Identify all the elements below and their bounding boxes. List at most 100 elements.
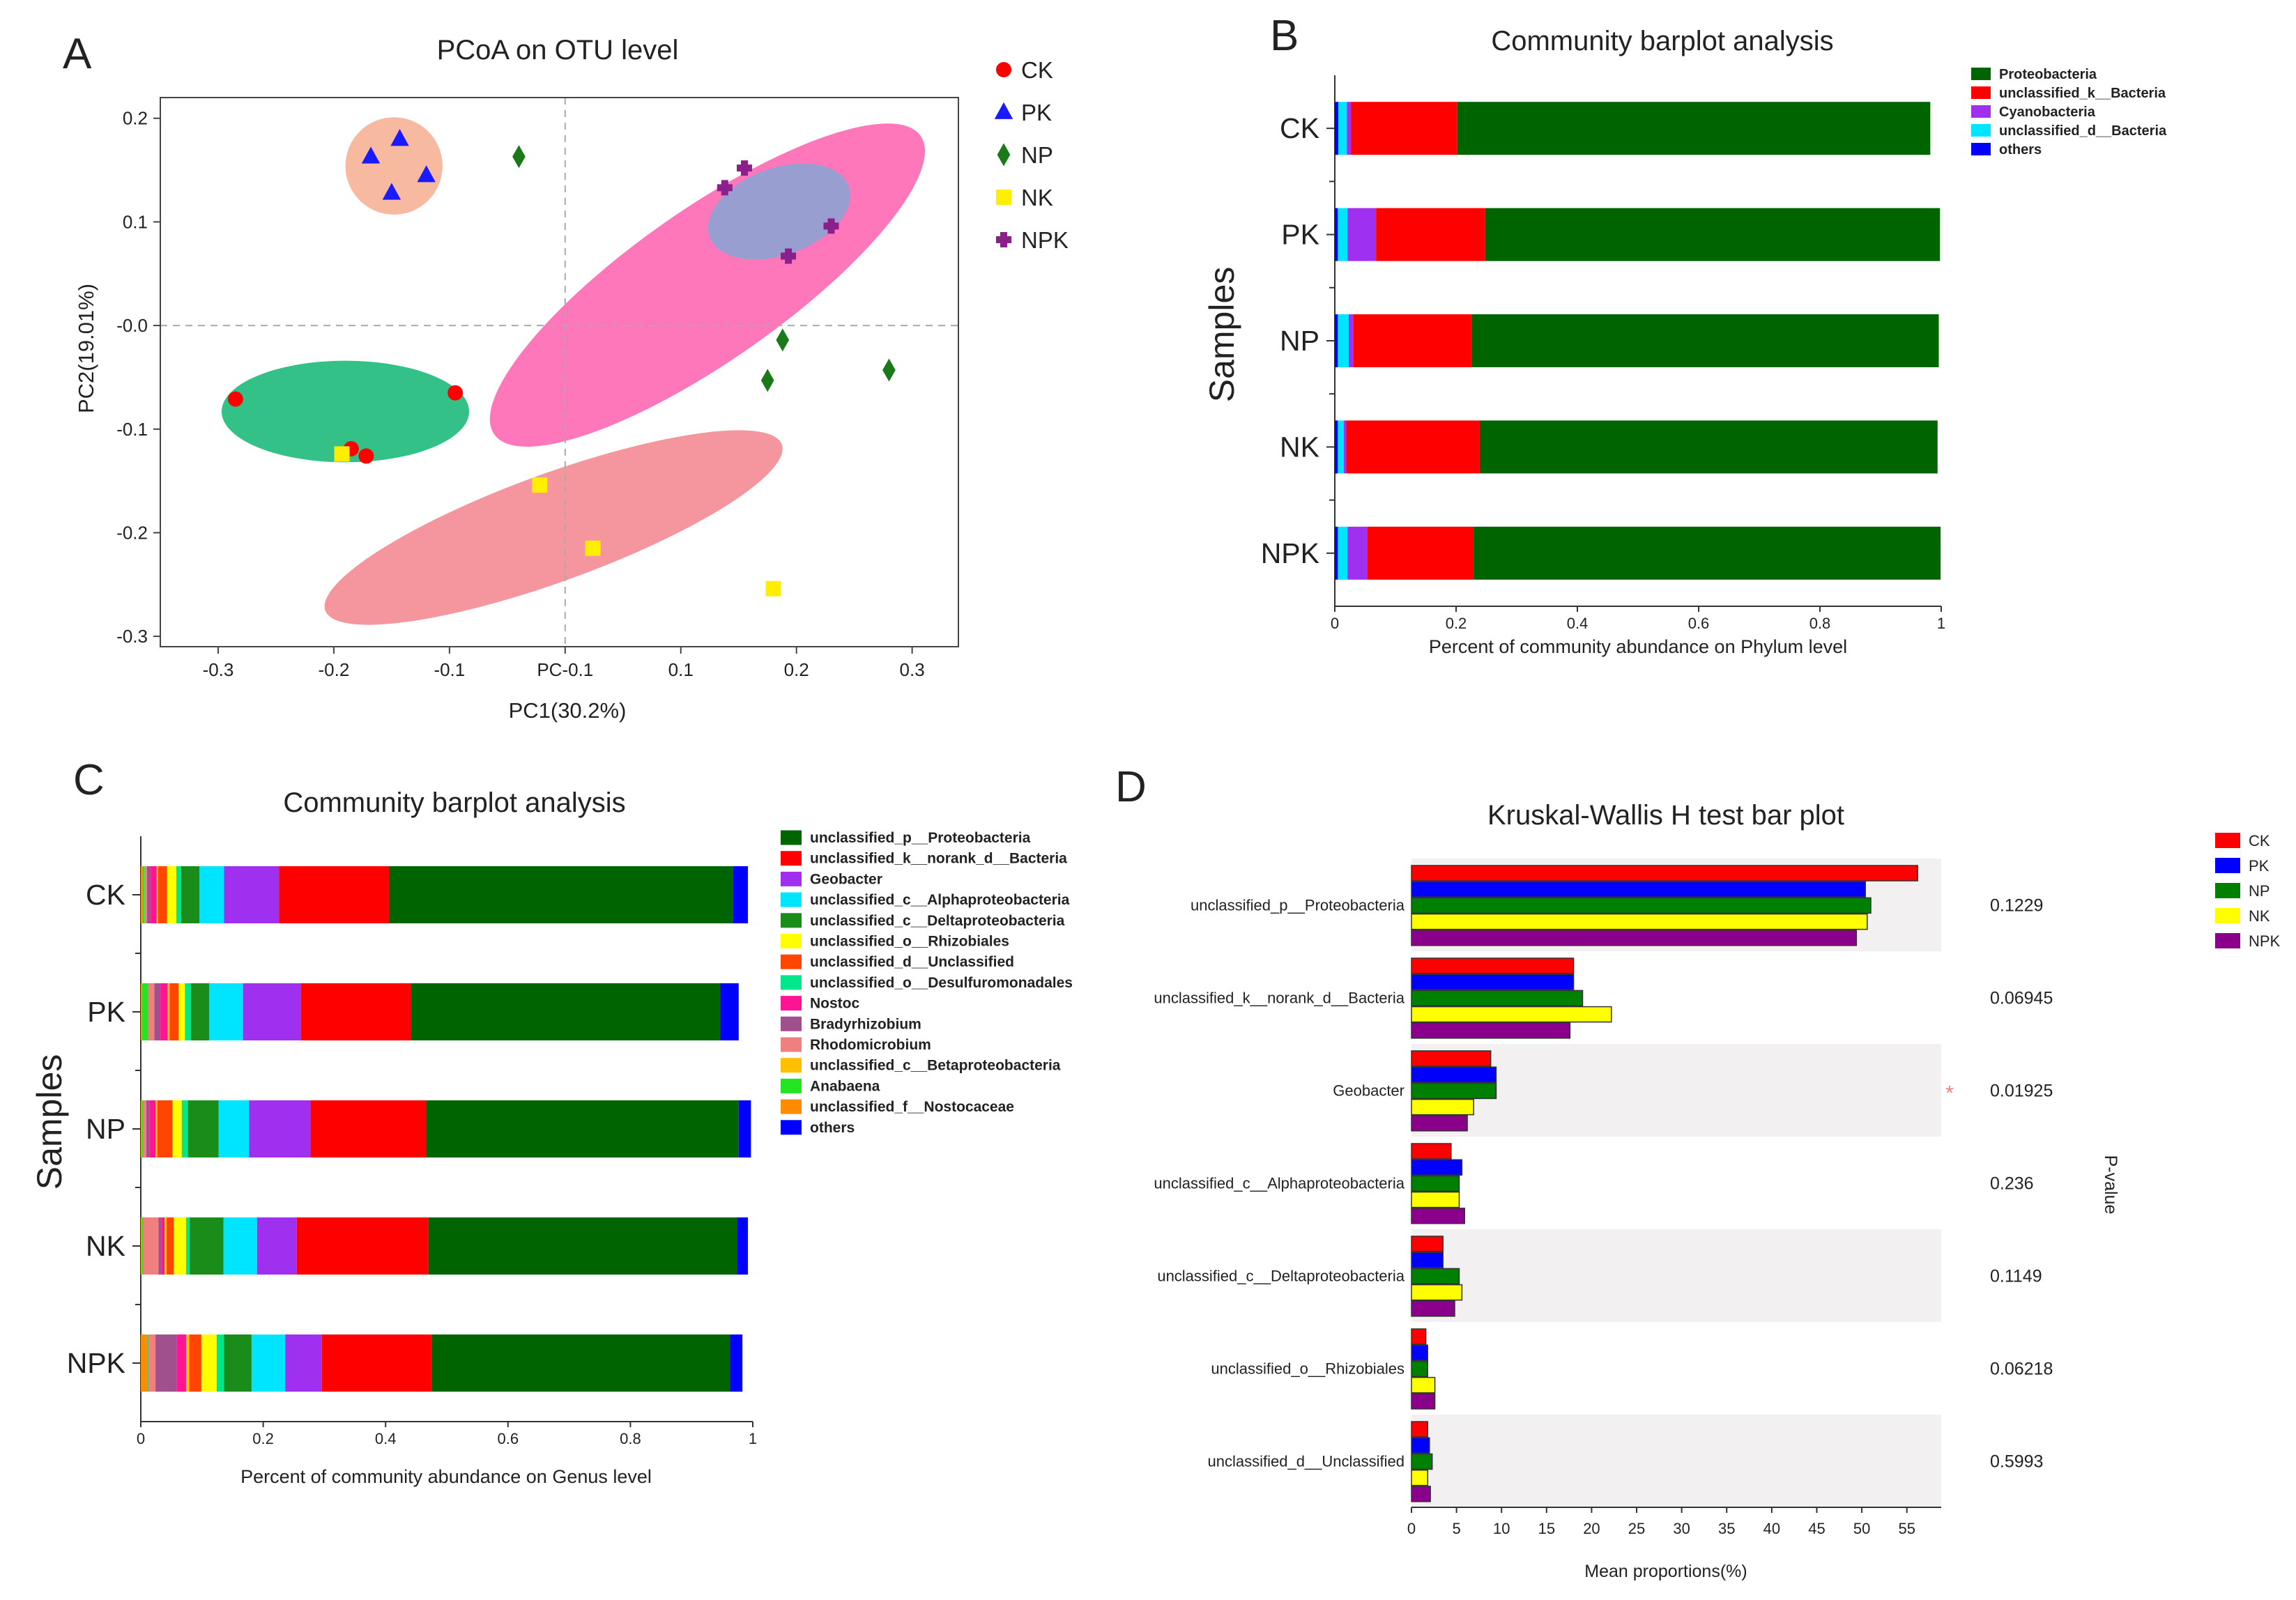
panel-d-kruskal: D Kruskal-Wallis H test bar plot unclass…	[1115, 763, 2281, 1581]
x-tick-label: 50	[1853, 1520, 1870, 1537]
y-tick-label: -0.0	[116, 315, 148, 336]
point-np	[882, 358, 896, 382]
kruskal-bars	[1411, 865, 1918, 1502]
pcoa-plot-frame	[160, 97, 959, 647]
bar-npk-unclassified-c-alphaproteobacteria	[251, 1334, 286, 1392]
panel-a-title: PCoA on OTU level	[437, 35, 679, 66]
bar-ck-unclassified-o-rhizobiales	[167, 866, 176, 923]
x-tick-label: 0	[137, 1430, 145, 1447]
bar-unclassified-c-deltaproteobacteria-npk	[1411, 1300, 1455, 1317]
bar-nk-unclassified-k-norank-d-bacteria	[296, 1217, 429, 1275]
legend-swatch-bradyrhizobium	[781, 1016, 802, 1031]
x-tick-label: 10	[1493, 1520, 1510, 1537]
point-nk	[765, 580, 781, 597]
bar-npk-others	[730, 1334, 743, 1392]
bar-np-cyanobacteria	[1349, 314, 1354, 367]
bar-nk-unclassified-o-rhizobiales	[174, 1217, 186, 1275]
bar-pk-unclassified-c-betaproteobacteria	[167, 983, 170, 1040]
bar-npk-unclassified-c-betaproteobacteria	[185, 1334, 190, 1392]
bar-nk-unclassified-o-desulfuromonadales	[185, 1217, 190, 1275]
legend-label-geobacter: Geobacter	[810, 871, 882, 887]
bar-pk-unclassified-f-nostocaceae	[141, 983, 142, 1040]
point-npk	[823, 218, 839, 234]
row-background	[1411, 1322, 1941, 1415]
x-tick-label: 0.8	[1809, 615, 1831, 632]
bar-pk-unclassified-k-norank-d-bacteria	[301, 983, 412, 1040]
bar-ck-others	[733, 866, 748, 923]
legend-label-bradyrhizobium: Bradyrhizobium	[810, 1016, 921, 1032]
taxon-label-geobacter: Geobacter	[1333, 1082, 1405, 1100]
bar-ck-cyanobacteria	[1347, 102, 1352, 155]
legend-label-unclassified-p-proteobacteria: unclassified_p__Proteobacteria	[810, 830, 1031, 846]
bar-np-rhodomicrobium	[143, 1100, 146, 1157]
panel-a-pcoa: A PCoA on OTU level -0.3 -0.2 -0.1 PC-0.1 0.…	[63, 30, 1069, 723]
kruskal-p-values: 0.1229 0.06945 0.01925 0.236 0.1149 0.06218 0.…	[1945, 896, 2053, 1472]
bar-npk-unclassified-k-bacteria	[1367, 526, 1474, 580]
legend-label-pk: PK	[2249, 857, 2270, 875]
row-background	[1411, 1415, 1941, 1507]
kruskal-p-value-axis-label: P-value	[2101, 1155, 2120, 1215]
pcoa-x-axis-label: PC1(30.2%)	[509, 698, 627, 723]
bar-unclassified-c-alphaproteobacteria-npk	[1411, 1208, 1465, 1224]
point-ck	[447, 385, 464, 401]
x-tick-label: 1	[1937, 615, 1945, 632]
bar-unclassified-d-unclassified-np	[1411, 1453, 1433, 1470]
legend-swatch-unclassified-f-nostocaceae	[781, 1099, 802, 1114]
panel-d-letter: D	[1115, 763, 1147, 811]
taxon-label-unclassified-c-alphaproteobacteria: unclassified_c__Alphaproteobacteria	[1154, 1175, 1405, 1192]
bar-np-unclassified-o-rhizobiales	[172, 1100, 182, 1157]
legend-label-anabaena: Anabaena	[810, 1078, 880, 1094]
phylum-x-ticks: 0 0.2 0.4 0.6 0.8 1	[1331, 606, 1945, 632]
pcoa-zero-lines	[160, 98, 958, 647]
bar-pk-others	[1335, 208, 1338, 261]
bar-npk-bradyrhizobium	[155, 1334, 177, 1392]
bar-unclassified-p-proteobacteria-nk	[1411, 913, 1868, 930]
legend-marker-npk	[996, 232, 1011, 247]
point-npk	[717, 180, 733, 196]
x-tick-label: 5	[1452, 1520, 1460, 1537]
bar-np-unclassified-c-alphaproteobacteria	[218, 1100, 250, 1157]
panel-c-title: Community barplot analysis	[283, 787, 625, 818]
bar-nk-unclassified-c-deltaproteobacteria	[190, 1217, 224, 1275]
bar-unclassified-d-unclassified-npk	[1411, 1486, 1431, 1502]
bar-nk-anabaena	[141, 1217, 144, 1275]
bar-unclassified-p-proteobacteria-ck	[1411, 865, 1918, 882]
legend-swatch-rhodomicrobium	[781, 1037, 802, 1052]
bar-unclassified-d-unclassified-pk	[1411, 1437, 1430, 1454]
phylum-sample-labels: CK PK NP NK NPK	[1261, 112, 1319, 569]
legend-label-ck: CK	[1021, 57, 1053, 83]
bar-np-anabaena	[141, 1100, 144, 1157]
bar-pk-unclassified-o-desulfuromonadales	[185, 983, 191, 1040]
bar-pk-bradyrhizobium	[154, 983, 161, 1040]
bar-pk-unclassified-d-bacteria	[1338, 208, 1348, 261]
bar-ck-unclassified-c-betaproteobacteria	[156, 866, 158, 923]
ellipse-npk	[707, 163, 850, 260]
bar-unclassified-d-unclassified-ck	[1411, 1421, 1429, 1438]
x-tick-label: 0.8	[620, 1430, 641, 1447]
point-npk	[737, 160, 753, 176]
bar-npk-anabaena	[146, 1334, 148, 1392]
x-tick-label: 0.6	[498, 1430, 519, 1447]
bar-pk-cyanobacteria	[1347, 208, 1377, 261]
point-nk	[532, 477, 548, 493]
bar-ck-unclassified-k-norank-d-bacteria	[279, 866, 390, 923]
panel-b-y-axis-label: Samples	[1202, 267, 1241, 403]
bar-npk-geobacter	[285, 1334, 322, 1392]
kruskal-legend: CK PK NP NK NPK	[2215, 832, 2281, 950]
point-npk	[781, 248, 797, 264]
legend-swatch-npk	[2215, 933, 2240, 948]
bar-nk-unclassified-k-bacteria	[1346, 420, 1480, 474]
bar-pk-unclassified-o-rhizobiales	[178, 983, 185, 1040]
legend-label-proteobacteria: Proteobacteria	[1999, 67, 2097, 82]
bar-ck-proteobacteria	[1457, 102, 1931, 155]
bar-np-unclassified-k-norank-d-bacteria	[310, 1100, 427, 1157]
bar-ck-unclassified-d-unclassified	[158, 866, 167, 923]
legend-swatch-others	[781, 1120, 802, 1135]
bar-unclassified-c-alphaproteobacteria-pk	[1411, 1159, 1463, 1176]
p-value-unclassified-d-unclassified: 0.5993	[1990, 1452, 2043, 1472]
bar-pk-unclassified-d-unclassified	[169, 983, 179, 1040]
point-np	[760, 369, 774, 392]
legend-swatch-unclassified-c-deltaproteobacteria	[781, 913, 802, 928]
x-tick-label: 0.4	[1567, 615, 1589, 632]
bar-ck-unclassified-p-proteobacteria	[389, 866, 733, 923]
